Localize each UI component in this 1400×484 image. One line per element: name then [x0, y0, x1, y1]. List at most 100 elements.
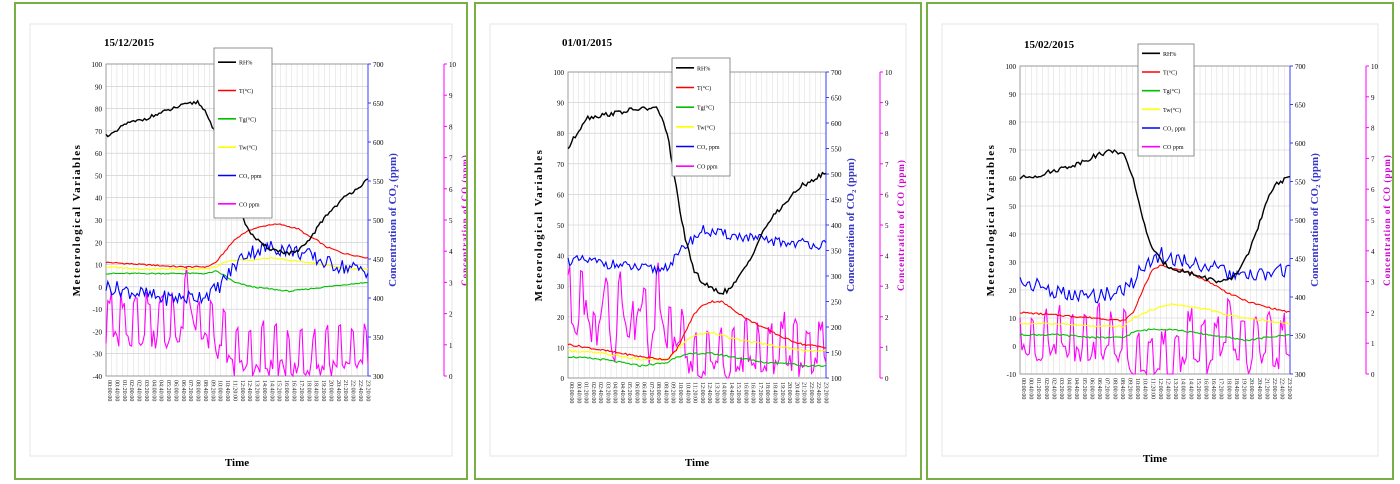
- x-tick-label: 07:20:00: [187, 380, 193, 401]
- co-tick-label: 4: [449, 248, 453, 256]
- co-tick-label: 2: [885, 314, 889, 322]
- series-lines: [567, 106, 827, 379]
- chart-1: 15/12/20151009080706050403020100-10-20-3…: [29, 23, 466, 469]
- x-tick-label: 01:20:00: [121, 380, 127, 401]
- x-tick-label: 07:20:00: [1104, 378, 1110, 399]
- co-tick-label: 4: [885, 253, 889, 261]
- left-tick-label: 70: [95, 128, 103, 136]
- x-tick-label: 23:20:00: [822, 382, 828, 403]
- series-line-2: [106, 270, 369, 293]
- co2-tick-label: 450: [1295, 256, 1306, 264]
- x-tick-label: 07:20:00: [648, 382, 654, 403]
- left-tick-label: 10: [557, 344, 565, 352]
- left-tick-label: 80: [1009, 119, 1017, 127]
- left-tick-label: 20: [557, 314, 565, 322]
- left-tick-label: 90: [95, 83, 103, 91]
- x-tick-label: 10:00:00: [1134, 378, 1140, 399]
- x-tick-label: 04:40:00: [619, 382, 625, 403]
- series-lines: [105, 99, 369, 378]
- x-tick-label: 06:40:00: [641, 382, 647, 403]
- x-tick-label: 15:20:00: [735, 382, 741, 403]
- co-tick-label: 0: [449, 373, 453, 381]
- chart-2: 01/01/2015100908070605040302010070065060…: [489, 23, 907, 469]
- left-tick-label: 30: [557, 283, 565, 291]
- x-tick-label: 12:40:00: [246, 380, 252, 401]
- chart-panel-2: 01/01/2015 100 90 80 70 60 50 40 30 20 10 0 700 650 60…: [474, 2, 922, 480]
- co2-tick-label: 600: [373, 139, 384, 147]
- co2-tick-label: 650: [1295, 102, 1306, 110]
- x-tick-label: 02:00:00: [1043, 378, 1049, 399]
- x-tick-label: 21:20:00: [342, 380, 348, 401]
- left-tick-label: -30: [93, 351, 103, 359]
- x-tick-label: 22:00:00: [1271, 378, 1277, 399]
- co2-tick-label: 300: [1295, 371, 1306, 379]
- legend-label: Tg(°C): [239, 116, 256, 123]
- x-tick-label: 04:40:00: [1073, 378, 1079, 399]
- x-tick-label: 00:40:00: [575, 382, 581, 403]
- x-tick-label: 19:20:00: [779, 382, 785, 403]
- legend-label: RH%: [697, 66, 710, 72]
- series-line-3: [1019, 303, 1291, 328]
- x-tick-label: 17:20:00: [1218, 378, 1224, 399]
- co-tick-label: 2: [449, 311, 453, 319]
- left-tick-label: 50: [95, 172, 103, 180]
- left-axis-title: Meteorological Variables: [985, 144, 997, 297]
- x-tick-label: 17:20:00: [757, 382, 763, 403]
- x-tick-label: 10:40:00: [1142, 378, 1148, 399]
- legend-box: [671, 57, 731, 177]
- x-tick-label: 11:20:00: [1149, 378, 1155, 399]
- legend-label: T(°C): [239, 88, 253, 95]
- chart-title: 01/01/2015: [562, 37, 613, 49]
- co2-tick-label: 400: [1295, 294, 1306, 302]
- x-tick-label: 03:20:00: [1058, 378, 1064, 399]
- co-tick-label: 2: [1371, 309, 1375, 317]
- legend-label: T(°C): [697, 85, 711, 92]
- left-tick-label: -20: [93, 328, 103, 336]
- x-tick-label: 10:40:00: [224, 380, 230, 401]
- x-tick-label: 21:20:00: [1263, 378, 1269, 399]
- x-tick-labels: 00:00:00 00:40:00 01:20:00 02:00:00 02:40:00…: [1020, 378, 1292, 399]
- x-tick-label: 02:00:00: [128, 380, 134, 401]
- x-tick-label: 12:40:00: [1165, 378, 1171, 399]
- x-tick-label: 19:20:00: [1241, 378, 1247, 399]
- co-tick-label: 7: [885, 161, 889, 169]
- x-tick-label: 20:40:00: [1256, 378, 1262, 399]
- x-axis-title: Time: [685, 457, 709, 469]
- co-tick-label: 1: [449, 342, 453, 350]
- co2-tick-label: 500: [1295, 217, 1306, 225]
- co-tick-label: 9: [449, 92, 453, 100]
- series-line-3: [567, 331, 827, 361]
- x-tick-label: 13:20:00: [713, 382, 719, 403]
- x-tick-label: 20:00:00: [327, 380, 333, 401]
- co-tick-label: 4: [1371, 248, 1375, 256]
- x-tick-label: 23:20:00: [364, 380, 370, 401]
- co-tick-label: 5: [1371, 217, 1375, 225]
- x-tick-label: 20:00:00: [786, 382, 792, 403]
- x-tick-label: 15:20:00: [1195, 378, 1201, 399]
- left-tick-label: 70: [1009, 147, 1017, 155]
- left-tick-label: 10: [95, 262, 103, 270]
- series-line-0: [1019, 149, 1291, 284]
- co2-axis-title: Concentration of CO₂ (ppm): [387, 153, 399, 287]
- x-tick-label: 06:00:00: [172, 380, 178, 401]
- left-tick-label: 60: [1009, 175, 1017, 183]
- legend-label: CO ppm: [239, 202, 260, 208]
- x-tick-label: 02:40:00: [136, 380, 142, 401]
- left-tick-label: 40: [95, 195, 103, 203]
- x-tick-label: 19:20:00: [320, 380, 326, 401]
- x-tick-label: 16:00:00: [283, 380, 289, 401]
- co-tick-label: 9: [1371, 94, 1375, 102]
- co2-tick-label: 650: [373, 100, 384, 108]
- co2-tick-label: 300: [831, 273, 842, 281]
- x-tick-label: 14:00:00: [261, 380, 267, 401]
- chart-3: 15/02/20151009080706050403020100-1070065…: [941, 23, 1392, 465]
- x-tick-label: 06:40:00: [1096, 378, 1102, 399]
- x-tick-label: 00:00:00: [1020, 378, 1026, 399]
- x-tick-label: 00:40:00: [1028, 378, 1034, 399]
- x-tick-label: 04:00:00: [1066, 378, 1072, 399]
- co-tick-label: 1: [885, 344, 889, 352]
- x-tick-label: 12:00:00: [1157, 378, 1163, 399]
- x-tick-label: 16:00:00: [742, 382, 748, 403]
- x-tick-label: 23:20:00: [1286, 378, 1292, 399]
- co-tick-label: 8: [885, 130, 889, 138]
